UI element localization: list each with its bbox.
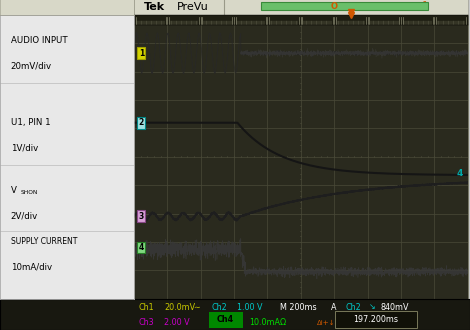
Text: 10.0mAΩ: 10.0mAΩ (249, 318, 286, 327)
Text: 20mV/div: 20mV/div (11, 61, 52, 70)
Text: SHON: SHON (21, 190, 38, 195)
Text: Tek: Tek (144, 2, 165, 12)
Text: 1: 1 (139, 49, 144, 58)
Text: V: V (11, 186, 16, 195)
Text: PreVu: PreVu (177, 2, 209, 12)
Text: Ch2: Ch2 (345, 303, 361, 312)
Text: Δi+↓: Δi+↓ (317, 320, 336, 326)
Text: 4: 4 (456, 169, 462, 178)
Text: A: A (331, 303, 337, 312)
Text: 1V/div: 1V/div (11, 144, 38, 153)
Bar (335, 311, 417, 328)
Text: 197.200ms: 197.200ms (353, 315, 398, 324)
Text: AUDIO INPUT: AUDIO INPUT (11, 36, 67, 45)
Text: ∼: ∼ (193, 303, 199, 312)
Text: Ch3: Ch3 (139, 318, 154, 327)
Text: 20.0mV: 20.0mV (164, 303, 196, 312)
Text: 10mA/div: 10mA/div (11, 263, 52, 272)
Text: U: U (330, 16, 338, 25)
Text: O: O (331, 2, 337, 11)
Text: U1, PIN 1: U1, PIN 1 (11, 118, 50, 127)
Text: M 200ms: M 200ms (280, 303, 316, 312)
Text: 840mV: 840mV (381, 303, 409, 312)
Text: 1.00 V: 1.00 V (237, 303, 263, 312)
Text: 2: 2 (139, 118, 144, 127)
Text: Ch1: Ch1 (139, 303, 154, 312)
Text: 2V/div: 2V/div (11, 212, 38, 221)
Text: Ch2: Ch2 (212, 303, 227, 312)
Text: 4: 4 (139, 243, 144, 252)
Text: SUPPLY CURRENT: SUPPLY CURRENT (11, 237, 77, 247)
Text: ↘: ↘ (369, 303, 376, 312)
Bar (209, 312, 243, 328)
Bar (261, 3, 428, 11)
Text: -: - (423, 0, 426, 6)
Text: 3: 3 (139, 212, 144, 221)
Text: 2.00 V: 2.00 V (164, 318, 190, 327)
Text: Ch4: Ch4 (217, 315, 234, 324)
